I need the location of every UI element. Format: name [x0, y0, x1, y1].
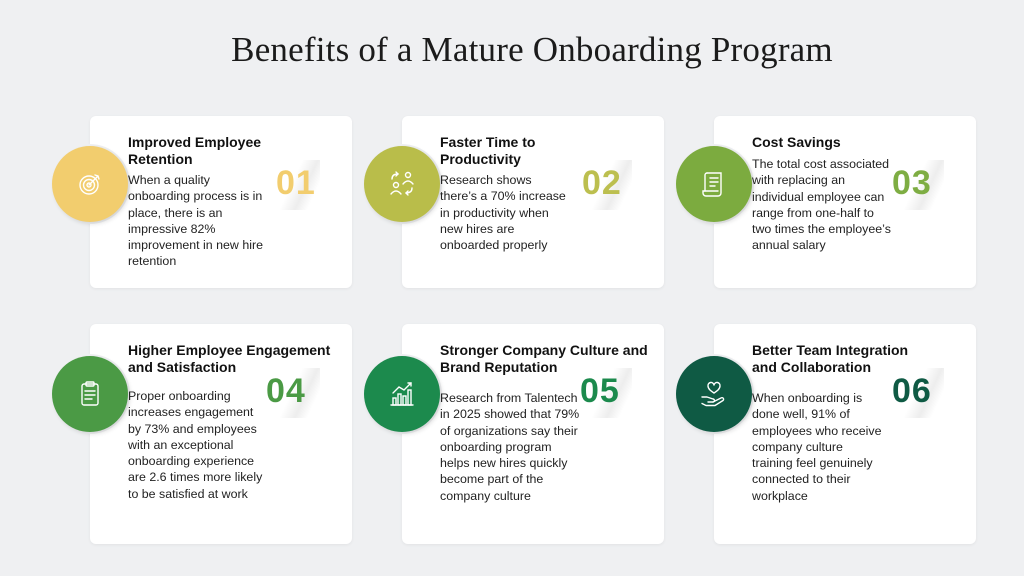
card-title: Stronger Company Culture and Brand Reput…: [440, 342, 648, 375]
card-number: 03: [892, 164, 932, 202]
card-body: When a quality onboarding process is in …: [128, 173, 263, 269]
card-number: 01: [276, 164, 316, 202]
growth-chart-icon: [390, 382, 414, 406]
card-body: Research shows there’s a 70% increase in…: [440, 173, 566, 253]
card-number: 05: [580, 372, 620, 410]
card-title: Improved Employee Retention: [128, 134, 262, 167]
icon-circle: [52, 356, 128, 432]
card-body: When onboarding is done well, 91% of emp…: [752, 391, 882, 503]
card-number: 06: [892, 372, 932, 410]
card-body: Research from Talentech in 2025 showed t…: [440, 391, 580, 503]
heart-hand-icon: [701, 381, 725, 407]
icon-circle: [52, 146, 128, 222]
card-title: Cost Savings: [752, 134, 841, 150]
benefit-card: 06 Better Team Integration and Collabora…: [674, 324, 976, 544]
benefit-card: 03 Cost Savings The total cost associate…: [674, 116, 976, 288]
icon-circle: [364, 146, 440, 222]
card-body: The total cost associated with replacing…: [752, 157, 891, 253]
clipboard-icon: [81, 381, 99, 406]
card-number: 04: [266, 372, 306, 410]
icon-circle: [676, 146, 752, 222]
benefit-card: 02 Faster Time to Productivity Research …: [362, 116, 664, 288]
card-title: Faster Time to Productivity: [440, 134, 536, 167]
people-exchange-icon: [390, 171, 414, 196]
card-title: Better Team Integration and Collaboratio…: [752, 342, 909, 375]
benefit-card: 04 Higher Employee Engagement and Satisf…: [50, 324, 352, 544]
benefit-card: 01 Improved Employee Retention When a qu…: [50, 116, 352, 288]
icon-circle: [676, 356, 752, 432]
target-icon: [79, 174, 100, 195]
card-title: Higher Employee Engagement and Satisfact…: [128, 342, 331, 375]
benefit-card: 05 Stronger Company Culture and Brand Re…: [362, 324, 664, 544]
page-title: Benefits of a Mature Onboarding Program: [231, 30, 833, 69]
document-scroll-icon: [702, 172, 722, 197]
card-number: 02: [582, 164, 622, 202]
card-body: Proper onboarding increases engagement b…: [128, 389, 263, 501]
icon-circle: [364, 356, 440, 432]
